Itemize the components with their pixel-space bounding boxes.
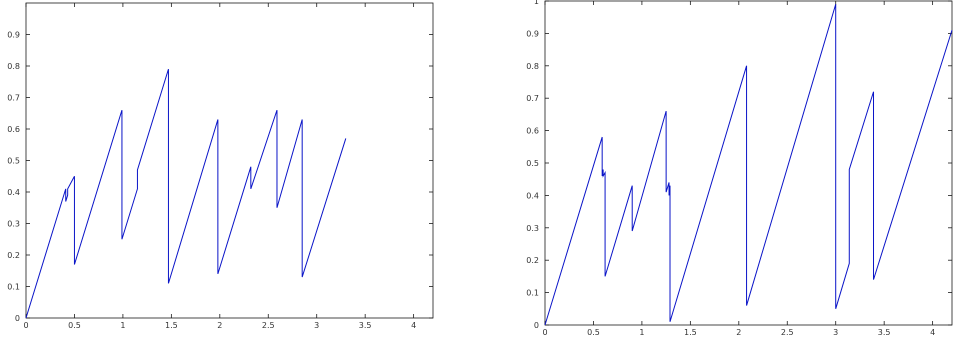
y-tick-label: 0.3 <box>7 220 20 229</box>
x-tick-label: 2 <box>736 328 741 337</box>
x-tick-label: 4 <box>411 321 416 330</box>
y-tick-label: 0.8 <box>7 62 20 71</box>
x-tick-label: 2.5 <box>781 328 794 337</box>
y-tick-label: 0 <box>534 321 539 330</box>
series-line <box>25 69 347 319</box>
plot-area <box>25 2 434 319</box>
y-tick-label: 0.9 <box>526 29 539 38</box>
y-tick-label: 0.7 <box>7 94 20 103</box>
series-line <box>544 4 953 326</box>
x-tick-label: 1.5 <box>684 328 697 337</box>
x-tick-label: 1.5 <box>165 321 178 330</box>
x-tick-label: 1 <box>639 328 644 337</box>
x-tick-label: 0.5 <box>68 321 81 330</box>
y-tick-label: 0.5 <box>526 159 539 168</box>
y-tick-label: 1 <box>534 0 539 6</box>
x-tick-label: 1 <box>120 321 125 330</box>
x-tick-label: 0.5 <box>587 328 600 337</box>
chart-panel-1: 0 0.5 1 1.5 2 2.5 3 3.5 4 0 0.1 0.2 0.3 0.4 0.5 0.6 0.7 0… <box>7 2 434 330</box>
x-tick-label: 3 <box>314 321 319 330</box>
x-tick-label: 2 <box>217 321 222 330</box>
x-tick-label: 0 <box>542 328 547 337</box>
x-tick-label: 3.5 <box>878 328 891 337</box>
y-tick-label: 0.6 <box>7 125 20 134</box>
y-tick-label: 0.6 <box>526 127 539 136</box>
y-tick-label: 0.2 <box>7 251 20 260</box>
y-tick-label: 0.1 <box>7 283 20 292</box>
y-tick-label: 0.2 <box>526 256 539 265</box>
y-tick-label: 0.7 <box>526 94 539 103</box>
x-tick-label: 0 <box>23 321 28 330</box>
x-tick-label: 3.5 <box>359 321 372 330</box>
x-tick-label: 3 <box>833 328 838 337</box>
x-tick-label: 4 <box>930 328 935 337</box>
y-tick-label: 0 <box>15 314 20 323</box>
y-tick-label: 0.8 <box>526 62 539 71</box>
y-tick-label: 0.4 <box>526 191 539 200</box>
y-tick-label: 0.1 <box>526 289 539 298</box>
plot-area <box>544 0 953 326</box>
y-tick-label: 0.3 <box>526 224 539 233</box>
chart-panel-2: 0 0.5 1 1.5 2 2.5 3 3.5 4 0 0.1 0.2 0.3 0.4 0.5 0.6 0.7 0… <box>526 0 953 337</box>
y-tick-label: 0.9 <box>7 31 20 40</box>
x-tick-label: 2.5 <box>262 321 275 330</box>
y-tick-label: 0.5 <box>7 157 20 166</box>
y-tick-label: 0.4 <box>7 188 20 197</box>
